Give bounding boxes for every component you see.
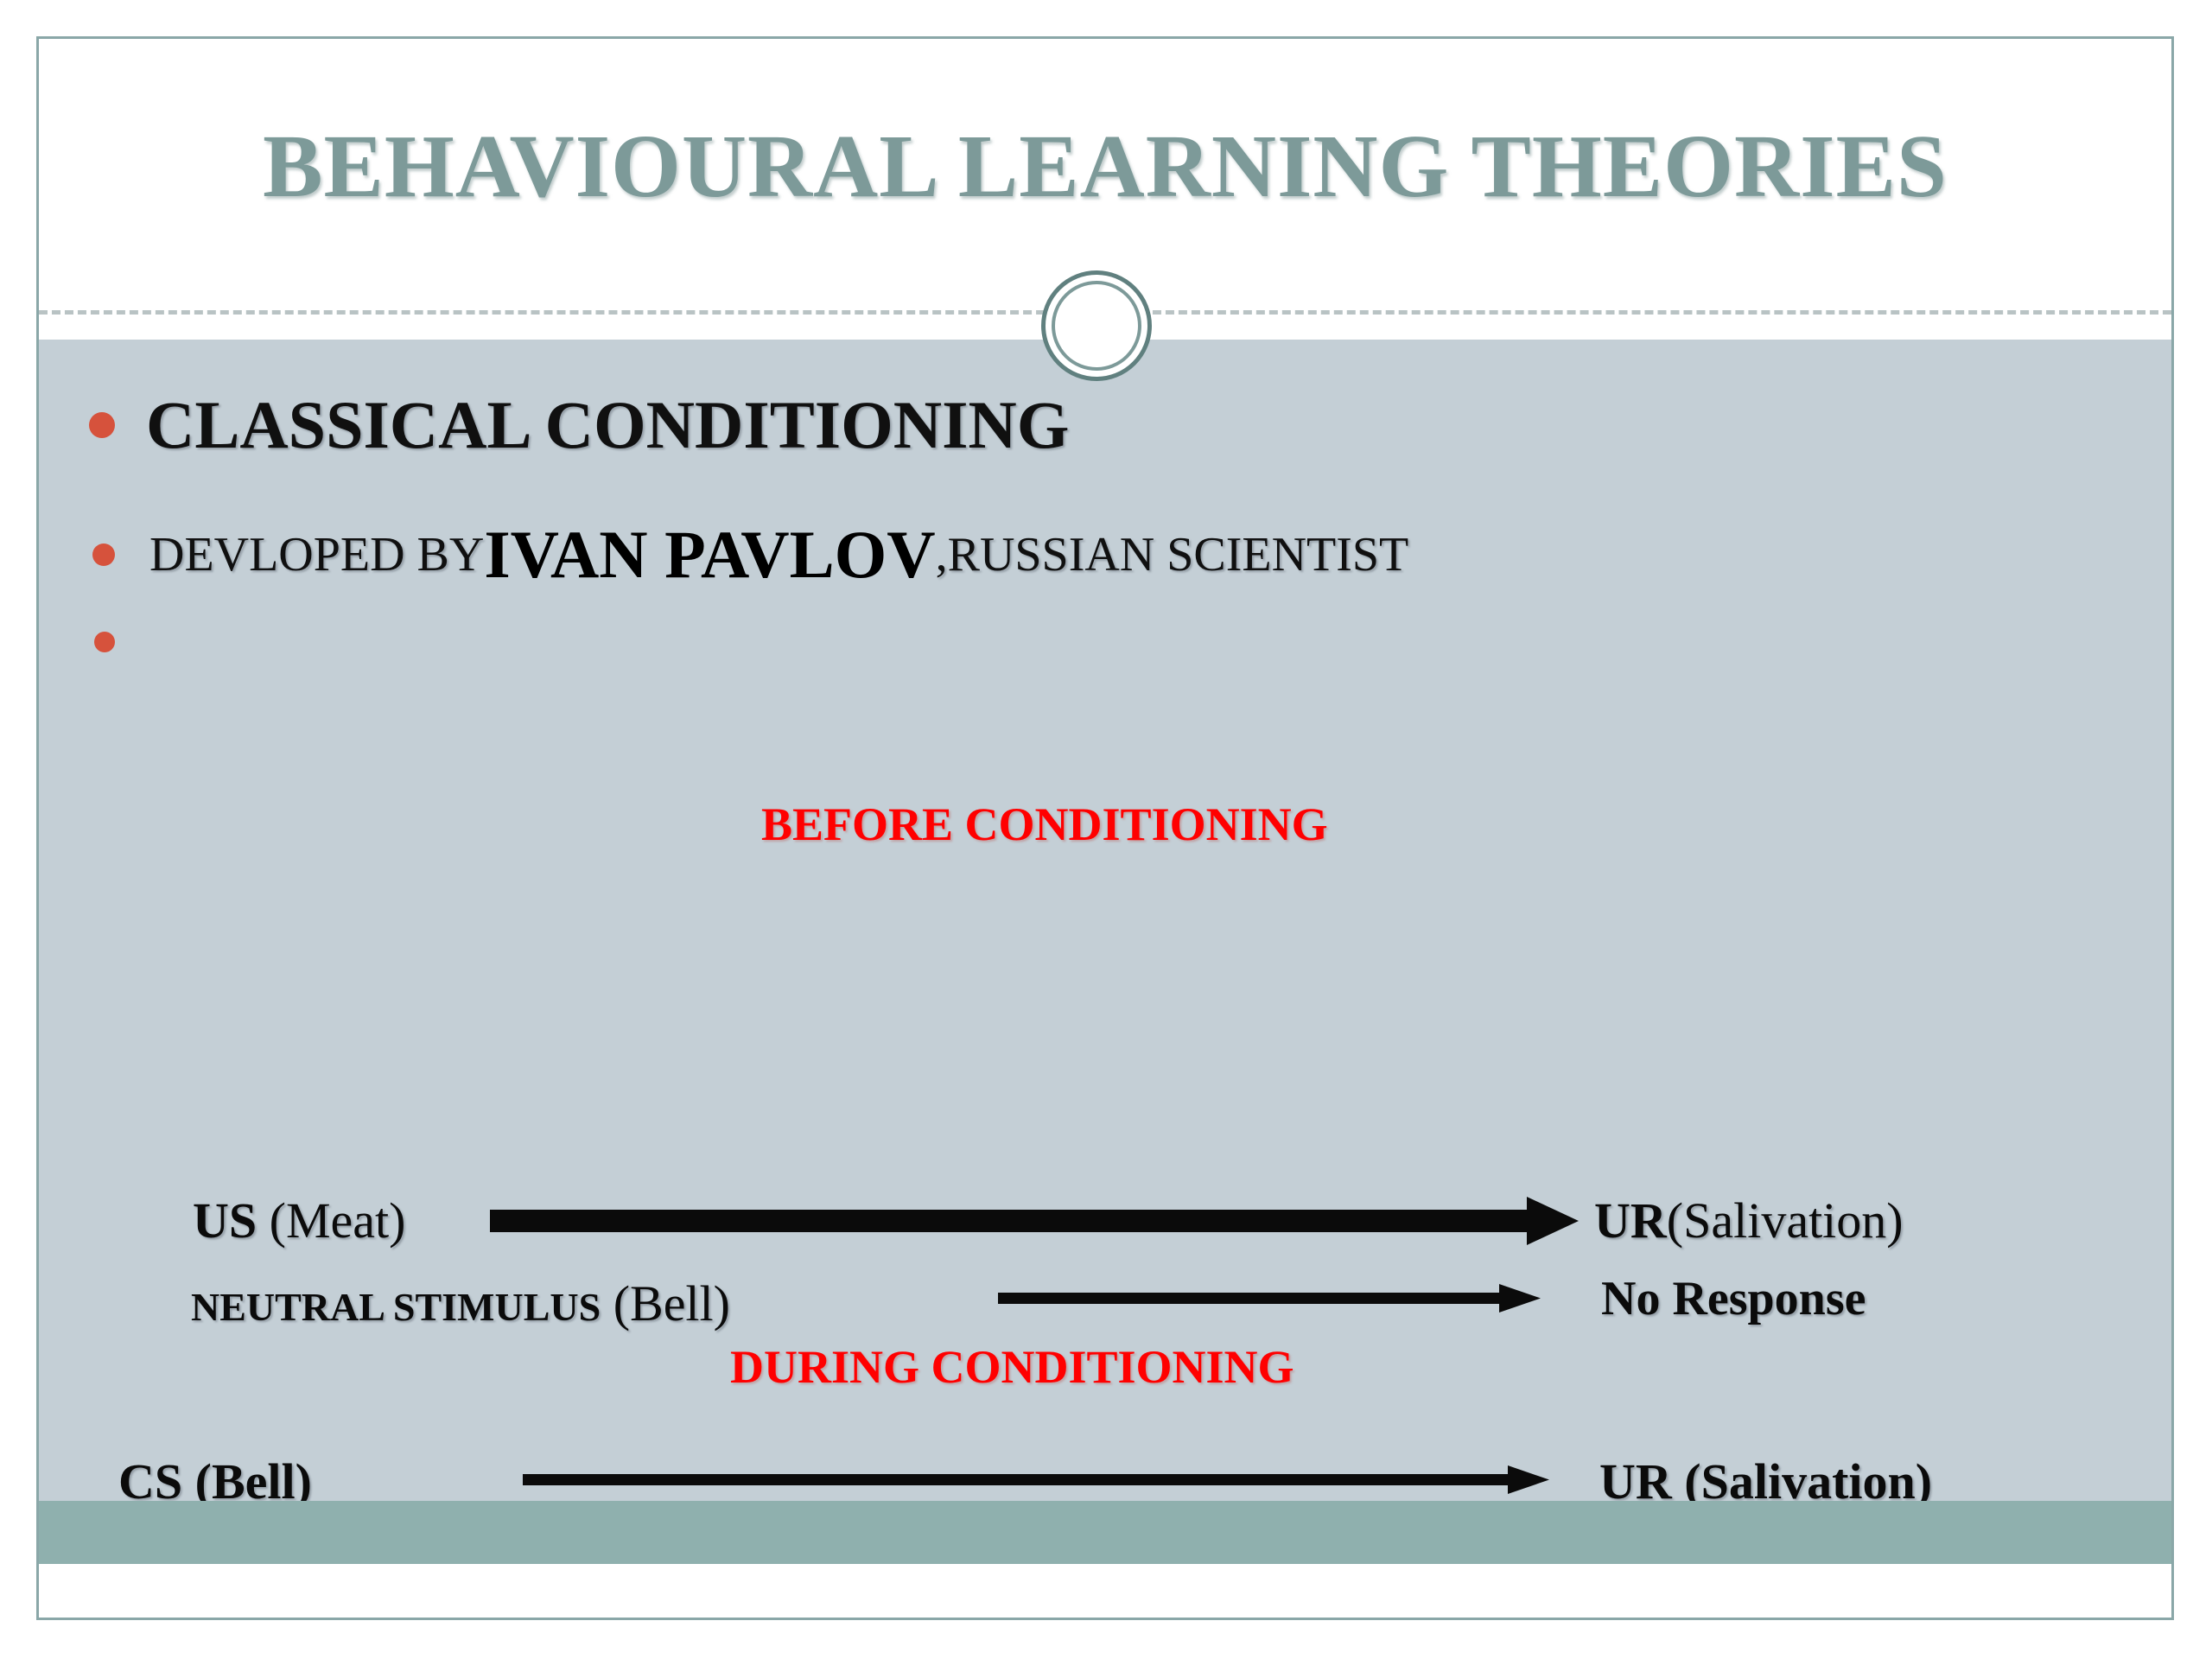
- label-neutral-bold: NEUTRAL STIMULUS: [191, 1285, 601, 1329]
- list-item: CLASSICAL CONDITIONING: [89, 386, 1069, 464]
- conditioning-diagram: BEFORE CONDITIONING US (Meat) UR(Salivat…: [39, 340, 2171, 1618]
- label-us-meat-before: US (Meat): [193, 1192, 405, 1249]
- footer-white-strip: [39, 1564, 2171, 1618]
- slide-body: [39, 340, 2171, 1501]
- section-heading-before: BEFORE CONDITIONING: [761, 798, 1328, 850]
- label-cs-bell-during: CS (Bell): [118, 1453, 312, 1510]
- label-neutral-stimulus: NEUTRAL STIMULUS (Bell): [191, 1274, 730, 1332]
- bullet-1-label: CLASSICAL CONDITIONING: [146, 387, 1070, 462]
- section-heading-during: DURING CONDITIONING: [730, 1341, 1294, 1393]
- list-item: DEVLOPED BY IVAN PAVLOV ,RUSSIAN SCIENTI…: [92, 516, 1408, 594]
- label-ur-salivation-during: UR (Salivation): [1599, 1453, 1933, 1510]
- label-no-response: No Response: [1601, 1272, 1866, 1325]
- circle-ornament-inner-icon: [1052, 281, 1141, 371]
- bullet-2-tail: ,RUSSIAN SCIENTIST: [935, 528, 1409, 582]
- bullet-2-name: IVAN PAVLOV: [484, 517, 936, 592]
- page-title: BEHAVIOURAL LEARNING THEORIES: [263, 117, 1948, 216]
- slide-canvas: BEHAVIOURAL LEARNING THEORIES CLASSICAL …: [36, 36, 2174, 1620]
- bullet-dot-icon: [92, 543, 115, 566]
- label-neutral-rest: (Bell): [601, 1275, 730, 1332]
- bullet-dot-icon: [89, 412, 115, 438]
- footer-band: [39, 1501, 2171, 1564]
- label-ur-bold: UR: [1594, 1192, 1667, 1249]
- label-ur-salivation-before: UR(Salivation): [1594, 1192, 1904, 1249]
- label-ur-rest: (Salivation): [1666, 1192, 1904, 1249]
- list-item: [94, 632, 149, 652]
- label-us-bold: US: [193, 1192, 257, 1249]
- bullet-2-lead: DEVLOPED BY: [149, 528, 485, 582]
- label-us-rest: (Meat): [257, 1192, 406, 1249]
- bullet-dot-icon: [94, 632, 115, 652]
